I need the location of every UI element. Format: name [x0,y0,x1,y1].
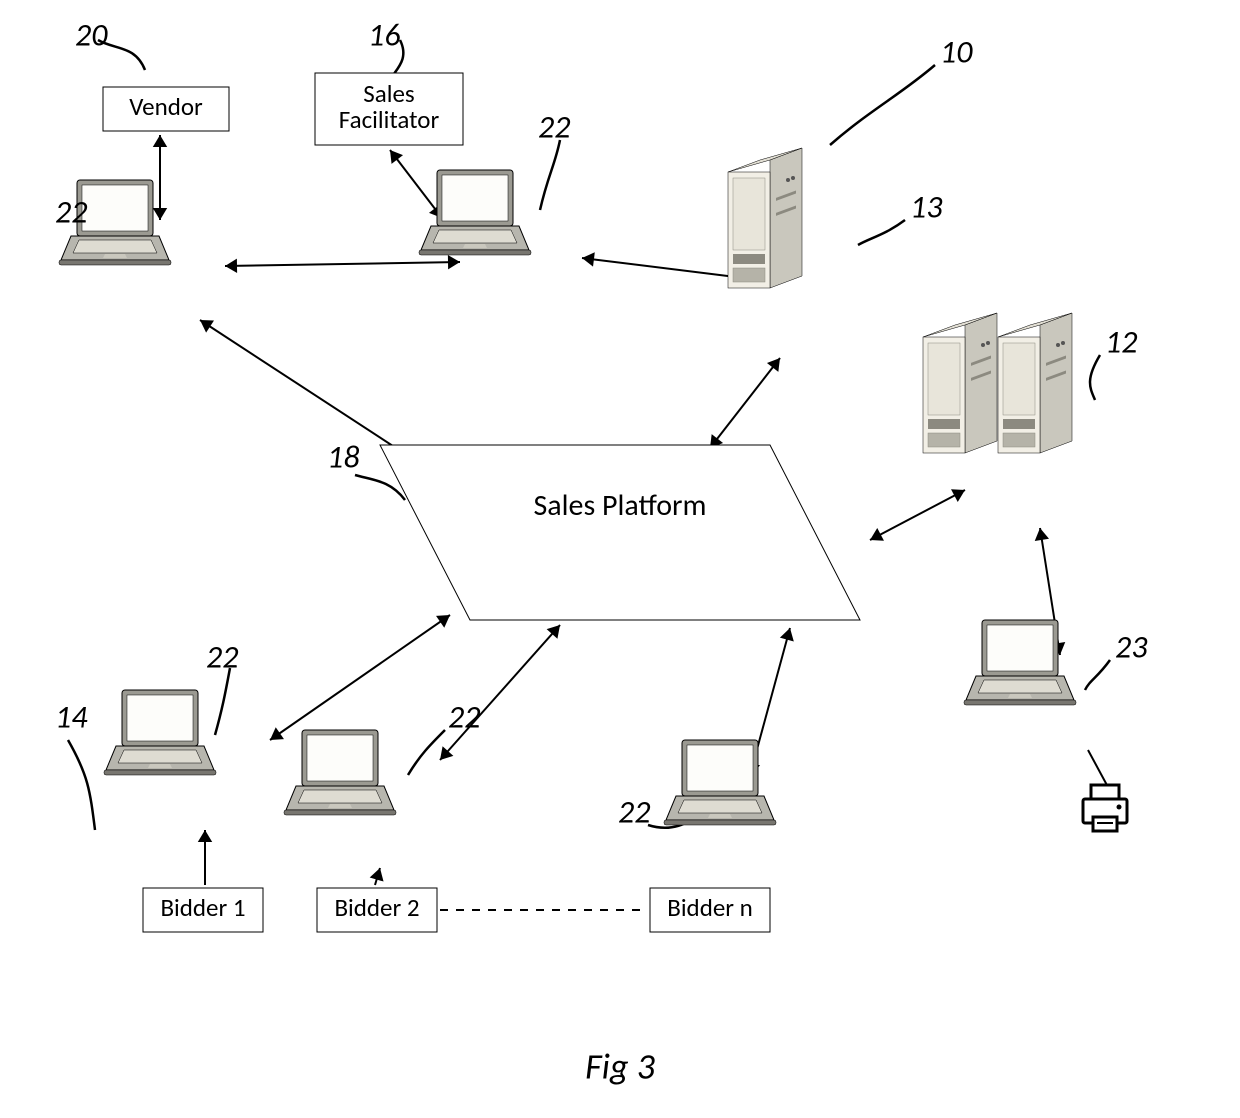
ref-leader [215,668,230,735]
server-icon [923,313,997,453]
ref-numeral: 12 [1105,323,1137,362]
vendor-label: Vendor [129,91,203,122]
ref-numeral: 16 [368,16,400,55]
ref-leader [858,220,905,245]
ref-leader [1090,355,1100,400]
ref-leader [830,65,935,145]
sales-platform-shape [380,445,860,620]
arrowhead-icon [582,252,595,266]
connector [270,615,450,740]
ref-leader [1085,660,1110,690]
ref-numeral: 13 [910,188,943,227]
ref-numeral: 22 [206,638,238,677]
arrowhead-icon [767,358,780,372]
arrowhead-icon [448,255,460,269]
sales-platform-label: Sales Platform [534,487,707,524]
ref-leader [540,140,560,210]
arrowhead-icon [270,727,284,740]
arrowhead-icon [153,135,167,147]
printer-icon [1083,785,1127,831]
ref-numeral: 18 [327,438,359,477]
ref-numeral: 20 [75,16,108,55]
ref-leader [408,730,445,775]
arrowhead-icon [436,615,450,628]
biddern-label: Bidder n [667,892,753,923]
arrowhead-icon [390,150,403,164]
arrowhead-icon [225,259,237,273]
ref-numeral: 22 [448,698,480,737]
ref-numeral: 22 [538,108,570,147]
diagram-canvas: Sales PlatformVendorSalesFacilitatorBidd… [0,0,1240,1118]
laptop-icon [104,690,216,775]
connector [390,150,442,218]
arrowhead-icon [200,320,214,333]
laptop-icon [664,740,776,825]
connector [870,490,965,540]
laptop-icon [964,620,1076,705]
arrowhead-icon [153,208,167,220]
laptop-icon [284,730,396,815]
ref-leader [68,740,95,830]
arrowhead-icon [780,628,794,641]
bidder2-label: Bidder 2 [334,892,419,923]
bidder1-label: Bidder 1 [160,892,245,923]
server-icon [998,313,1072,453]
ref-numeral: 23 [1115,628,1148,667]
connector [710,358,780,448]
connector [440,625,560,760]
server-icon [728,148,802,288]
arrowhead-icon [198,830,212,842]
ref-numeral: 22 [618,793,650,832]
connector [225,262,460,266]
ref-numeral: 22 [55,193,87,232]
ref-numeral: 10 [940,33,973,72]
ref-numeral: 14 [55,698,88,737]
figure-caption: Fig 3 [585,1045,655,1089]
facilitator-label: Facilitator [339,104,440,135]
arrowhead-icon [1035,528,1049,541]
